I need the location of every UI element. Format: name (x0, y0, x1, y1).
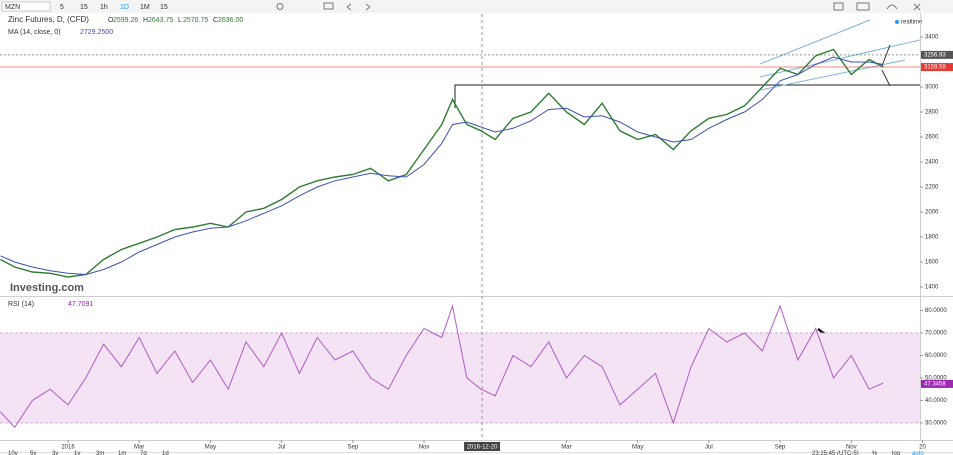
ma-name: MA (14, close, 0) (8, 29, 61, 36)
interval-group: 5 15 1h 1D 1M 15 (60, 4, 168, 11)
y-tick-label: 1600 (925, 260, 939, 266)
watermark: Investing.com (10, 282, 84, 294)
channel-upper (759, 19, 871, 65)
y-tick-label: 2200 (925, 185, 939, 191)
footer: 10y 5y 3y 1y 3m 1m 7d 1d 23:25:45 (UTC-5)% log aut… (8, 451, 924, 455)
x-tick-label: Sep (775, 445, 786, 451)
range-button[interactable]: 1m (118, 451, 126, 455)
interval-button[interactable]: 15 (80, 4, 88, 11)
axis-option[interactable]: log (892, 451, 900, 455)
y-tick-label: 2800 (925, 110, 939, 116)
camera-icon[interactable] (833, 2, 844, 11)
x-tick-label: Mar (134, 445, 144, 451)
redo-icon[interactable] (365, 3, 371, 11)
ohlc-label: O (108, 17, 114, 24)
x-tick-label: Nov (419, 445, 430, 451)
crosshair-box (464, 442, 501, 451)
axis-option[interactable]: auto (912, 451, 924, 455)
ohlc-value: 2636.00 (218, 17, 243, 24)
y-tick-label: 1400 (925, 285, 939, 291)
price-tag-label: 3159.58 (924, 65, 946, 71)
y-tick-label: 2000 (925, 210, 939, 216)
range-button[interactable]: 1y (74, 451, 80, 455)
interval-button[interactable]: 1M (140, 4, 150, 11)
settings-icon[interactable] (276, 3, 284, 10)
interval-button[interactable]: 15 (160, 4, 168, 11)
symbol: MZN (5, 4, 20, 11)
ohlc-value: 2599.26 (113, 17, 138, 24)
x-tick-label: Jul (278, 445, 286, 451)
ohlc-value: 2643.75 (148, 17, 173, 24)
crosshair-label: 2016-12-20 (467, 445, 498, 451)
y-tick-label: 40.0000 (925, 398, 947, 404)
y-tick-label: 3000 (925, 85, 939, 91)
series-line (0, 56, 884, 276)
x-tick-label: Jul (705, 445, 713, 451)
y-tick-label: 3400 (925, 35, 939, 41)
rsi-value: 47.7091 (68, 301, 93, 308)
rsi-band (0, 332, 920, 423)
undo-icon[interactable] (346, 3, 352, 11)
price-tag (921, 63, 953, 72)
toolbar-icons (276, 2, 921, 11)
range-button[interactable]: 7d (140, 451, 147, 455)
clock: 23:25:45 (UTC-5) (812, 451, 859, 455)
y-tick-label: 2600 (925, 135, 939, 141)
price-tag-label: 3256.93 (924, 52, 946, 58)
ohlc-label: L (178, 17, 182, 24)
interval-button[interactable]: 5 (60, 4, 64, 11)
interval-button[interactable]: 1D (120, 4, 129, 11)
x-tick-label: May (205, 445, 216, 451)
cloud-icon[interactable] (886, 4, 898, 10)
y-tick-label: 80.0000 (925, 308, 947, 314)
y-tick-label: 30.0000 (925, 420, 947, 426)
range-button[interactable]: 5y (30, 451, 36, 455)
ma-value: 2729.2500 (80, 29, 113, 36)
ohlc-legend: O 2599.26 H 2643.75 L 2570.75 C 2636.00 (108, 17, 243, 24)
value-tag (921, 379, 953, 388)
ohlc-value: 2570.75 (183, 17, 208, 24)
range-button[interactable]: 1d (162, 451, 169, 455)
range-button[interactable]: 3y (52, 451, 58, 455)
y-tick-label: 1800 (925, 235, 939, 241)
toolbar (0, 0, 953, 13)
y-tick-label: 70.0000 (925, 331, 947, 337)
series-line (0, 48, 884, 278)
status-dot (895, 20, 899, 24)
y-tick-label: 60.0000 (925, 353, 947, 359)
rsi-name: RSI (14) (8, 301, 34, 308)
status: realtime (901, 20, 923, 26)
axis-option[interactable]: % (872, 451, 878, 455)
symbol-box[interactable] (1, 1, 51, 12)
series-line (0, 304, 884, 429)
x-tick-label: Nov (846, 445, 857, 451)
ohlc-label: C (213, 17, 218, 24)
arrow-down (881, 69, 891, 87)
range-button[interactable]: 3m (96, 451, 104, 455)
y-tick-label: 2400 (925, 160, 939, 166)
interval-button[interactable]: 1h (100, 4, 108, 11)
x-tick-label: May (632, 445, 643, 451)
x-tick-label: 2016 (61, 445, 75, 451)
y-tick-label: 50.0000 (925, 376, 947, 382)
fullscreen-icon[interactable] (913, 3, 921, 11)
ohlc-label: H (143, 17, 148, 24)
x-tick-label: Mar (561, 445, 571, 451)
compare-icon[interactable] (323, 2, 334, 10)
x-tick-label: 20 (919, 445, 926, 451)
chart-title: Zinc Futures, D, (CFD) (8, 15, 89, 24)
arrow-up (881, 44, 891, 67)
layout-icon[interactable] (856, 2, 870, 11)
range-button[interactable]: 10y (8, 451, 18, 455)
price-tag (921, 50, 953, 59)
x-tick-label: Sep (347, 445, 358, 451)
value-tag-label: 47.3458 (924, 381, 946, 387)
